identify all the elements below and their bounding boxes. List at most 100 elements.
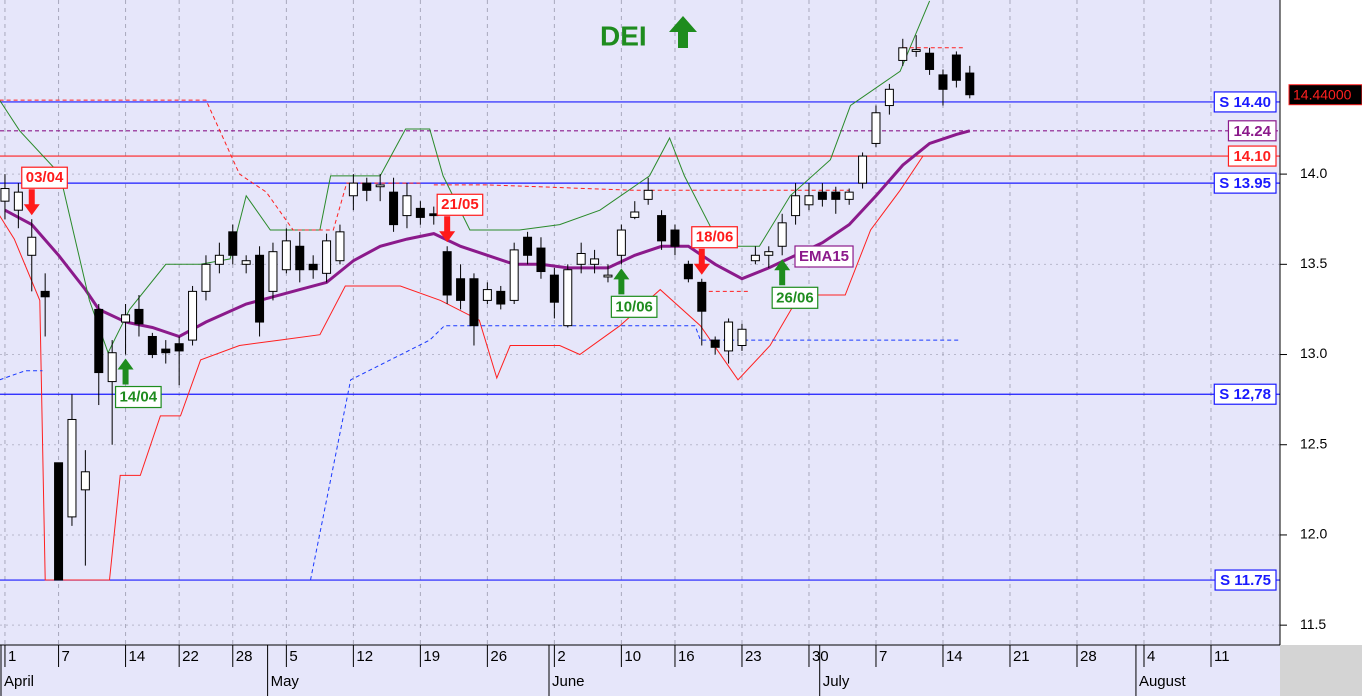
candle-body <box>911 49 921 52</box>
level-box <box>1213 172 1277 194</box>
candle-body <box>616 229 626 256</box>
signal-label: 18/06 <box>696 229 734 246</box>
plot-background <box>0 0 1280 645</box>
candle-body <box>496 290 506 305</box>
level-box <box>1213 383 1277 405</box>
candle-body <box>804 195 814 206</box>
candle-body <box>657 215 667 242</box>
candle-body <box>147 335 157 356</box>
candle-body <box>415 207 425 218</box>
indicator-line <box>4 129 971 339</box>
candles <box>0 35 975 581</box>
signal-label: 21/05 <box>441 196 479 213</box>
signal-box <box>771 286 819 309</box>
x-tick-label: 12 <box>356 648 373 665</box>
signal-label: 10/06 <box>615 298 653 315</box>
levels: S 14.40 14.24 14.10 S 13.95 S 12,78 S 11.75 <box>0 91 1280 591</box>
indicator-line <box>310 325 961 581</box>
y-tick-label: 13.5 <box>1300 255 1327 271</box>
candle-body <box>107 352 117 383</box>
candle-body <box>255 254 265 323</box>
candle-body <box>844 191 854 200</box>
candle-body <box>482 289 492 301</box>
x-tick-label: 16 <box>678 648 695 665</box>
corner <box>1280 645 1362 696</box>
candle-body <box>322 240 332 274</box>
candle-body <box>750 254 760 262</box>
candle-body <box>188 290 198 341</box>
candle-body <box>925 52 935 70</box>
candle-body <box>683 263 693 280</box>
x-axis-background <box>0 645 1280 696</box>
candle-body <box>737 328 747 347</box>
month-label: August <box>1139 673 1187 690</box>
candle-body <box>67 418 77 518</box>
candle-body <box>697 281 707 312</box>
candle-body <box>724 321 734 352</box>
candle-body <box>228 231 238 256</box>
x-tick-label: 7 <box>62 648 70 665</box>
candle-body <box>94 308 104 374</box>
candle-body <box>951 54 961 81</box>
indicator-line <box>0 99 421 231</box>
indicator-line <box>0 155 924 581</box>
signal-arrow <box>117 358 134 385</box>
signal-box <box>610 295 658 318</box>
candle-body <box>858 155 868 184</box>
signal-box <box>114 385 162 409</box>
signal-arrow <box>774 259 791 286</box>
signal-arrow <box>613 268 630 295</box>
candle-body <box>965 72 975 96</box>
level-label: S 13.95 <box>1219 175 1271 192</box>
signal-box <box>691 226 738 249</box>
signal-arrow <box>23 189 40 216</box>
candle-body <box>456 278 466 301</box>
signal-label: 03/04 <box>26 169 64 186</box>
candle-body <box>40 290 50 298</box>
y-axis-background <box>1280 0 1362 645</box>
x-tick-label: 28 <box>236 648 253 665</box>
level-box <box>1227 145 1277 167</box>
title-arrow <box>669 16 697 48</box>
candle-body <box>710 339 720 348</box>
x-tick-label: 30 <box>812 648 829 665</box>
line-label: EMA15 <box>799 248 849 265</box>
candle-body <box>871 112 881 144</box>
candle-body <box>362 182 372 191</box>
y-tick-label: 14.0 <box>1300 165 1327 181</box>
grid <box>0 0 1280 645</box>
indicator-lines <box>0 0 971 581</box>
candle-body <box>375 184 385 188</box>
candle-body <box>764 251 774 256</box>
level-label: S 14.40 <box>1219 94 1271 111</box>
chart-title: DEI <box>600 20 647 51</box>
candle-body <box>268 251 278 292</box>
candle-body <box>281 240 291 271</box>
x-tick-label: 11 <box>1214 648 1230 665</box>
month-label: April <box>4 673 34 690</box>
x-tick-label: 28 <box>1080 648 1097 665</box>
x-tick-label: 26 <box>490 648 507 665</box>
x-tick-label: 19 <box>423 648 440 665</box>
level-label: S 12,78 <box>1219 386 1271 403</box>
candle-body <box>442 251 452 296</box>
candle-body <box>898 47 908 61</box>
candle-body <box>938 74 948 90</box>
candle-body <box>590 258 600 265</box>
x-tick-label: 4 <box>1147 648 1155 665</box>
candle-body <box>670 229 680 247</box>
candle-body <box>884 88 894 107</box>
x-tick-label: 21 <box>1013 648 1030 665</box>
month-label: June <box>552 673 585 690</box>
candle-body <box>576 252 586 265</box>
indicator-line <box>0 370 43 381</box>
line-label-box <box>794 245 854 268</box>
x-tick-label: 10 <box>624 648 641 665</box>
candle-body <box>121 314 131 323</box>
candle-body <box>201 263 211 292</box>
indicator-line <box>433 184 850 191</box>
x-tick-label: 7 <box>879 648 887 665</box>
level-box <box>1213 91 1277 113</box>
candle-body <box>603 274 613 278</box>
